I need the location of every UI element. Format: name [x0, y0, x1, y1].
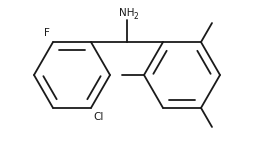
Text: NH: NH	[119, 8, 135, 18]
Text: F: F	[44, 28, 50, 38]
Text: 2: 2	[133, 12, 138, 21]
Text: Cl: Cl	[93, 112, 103, 122]
